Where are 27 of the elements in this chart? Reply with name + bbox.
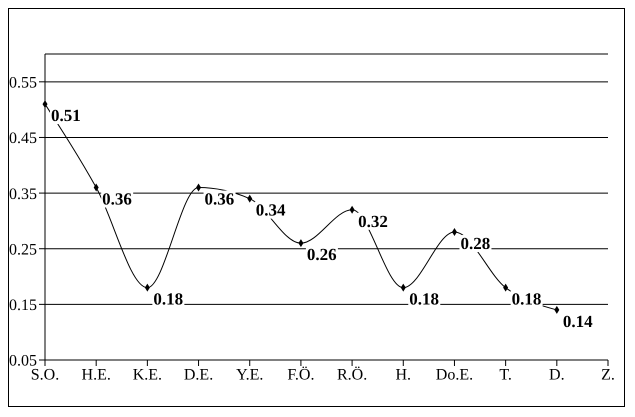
x-tick-label: Y.E. xyxy=(236,366,264,384)
data-label: 0.36 xyxy=(102,190,132,209)
y-tick-label: 0.25 xyxy=(9,241,37,258)
data-label: 0.14 xyxy=(562,312,594,331)
x-tick-label: D.E. xyxy=(184,366,214,384)
x-tick-label: D. xyxy=(549,366,565,384)
data-label: 0.34 xyxy=(256,200,286,220)
data-label: 0.18 xyxy=(409,290,440,309)
x-tick-label: R.Ö. xyxy=(336,366,368,384)
x-tick-label: H. xyxy=(395,366,412,384)
data-label: 0.51 xyxy=(51,106,81,126)
x-tick-label: F.Ö. xyxy=(287,366,314,384)
data-label: 0.18 xyxy=(153,290,184,309)
x-tick-label: H.E. xyxy=(82,366,111,384)
y-tick-label: 0.45 xyxy=(9,130,37,148)
y-tick-label: 0.35 xyxy=(9,186,37,203)
x-tick-label: Do.E. xyxy=(436,366,474,384)
data-label: 0.32 xyxy=(358,212,388,231)
y-tick-label: 0.55 xyxy=(9,74,37,92)
x-tick-label: T. xyxy=(499,366,512,384)
data-label: 0.18 xyxy=(512,290,542,309)
x-tick-label: K.E. xyxy=(132,366,162,384)
data-label: 0.36 xyxy=(204,190,234,209)
data-label: 0.26 xyxy=(306,245,337,264)
y-tick-label: 0.15 xyxy=(9,297,37,314)
x-tick-label: Z. xyxy=(601,366,615,384)
data-label: 0.28 xyxy=(460,234,490,254)
